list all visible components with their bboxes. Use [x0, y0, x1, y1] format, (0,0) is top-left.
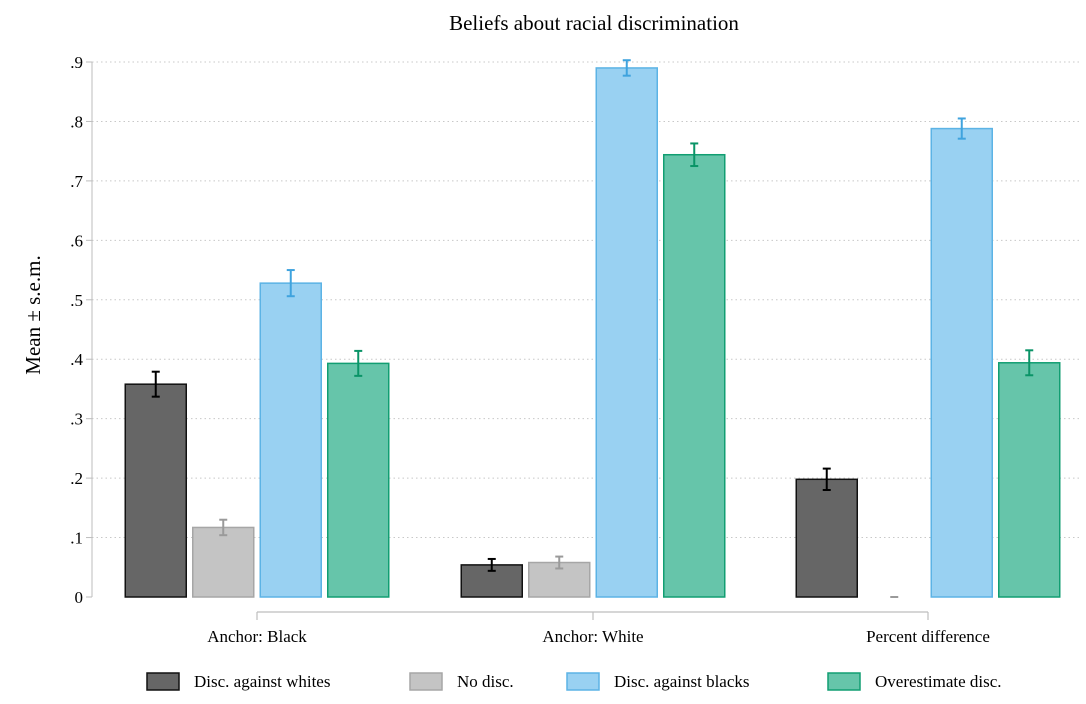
y-tick-label: .7 — [70, 172, 83, 191]
y-tick-label: .8 — [70, 112, 83, 131]
y-tick-label: 0 — [75, 588, 84, 607]
y-tick-label: .3 — [70, 410, 83, 429]
y-tick-label: .1 — [70, 529, 83, 548]
legend-item: Disc. against whites — [146, 672, 330, 691]
legend-label: No disc. — [457, 672, 514, 691]
bar — [998, 362, 1061, 598]
error-bar — [286, 269, 295, 298]
bar — [795, 478, 858, 598]
error-bar — [622, 59, 631, 77]
error-bar — [151, 370, 160, 398]
x-axis: Anchor: Black Anchor: White Percent differ… — [207, 611, 990, 646]
legend-swatch — [146, 672, 180, 691]
y-tick-label: .2 — [70, 469, 83, 488]
legend-item: No disc. — [409, 672, 514, 691]
y-tick-label: .6 — [70, 231, 83, 250]
bar — [259, 282, 322, 598]
bar — [192, 526, 255, 598]
error-bar — [354, 349, 363, 377]
bars — [124, 59, 1061, 598]
y-axis: 0 .1 .2 .3 .4 .5 .6 .7 .8 .9 — [70, 53, 93, 607]
error-bar — [219, 518, 228, 537]
legend-item: Disc. against blacks — [566, 672, 750, 691]
legend-label: Overestimate disc. — [875, 672, 1002, 691]
legend-swatch — [409, 672, 443, 691]
y-tick-label: .5 — [70, 291, 83, 310]
chart-title: Beliefs about racial discrimination — [449, 11, 739, 35]
y-axis-label: Mean ± s.e.m. — [21, 255, 45, 374]
y-tick-label: .4 — [70, 350, 83, 369]
x-tick-label: Percent difference — [866, 627, 990, 646]
legend-swatch — [827, 672, 861, 691]
x-tick-label: Anchor: White — [542, 627, 643, 646]
legend-label: Disc. against whites — [194, 672, 330, 691]
y-tick-label: .9 — [70, 53, 83, 72]
bar — [930, 127, 993, 598]
error-bar — [487, 557, 496, 572]
bar — [663, 153, 726, 598]
error-bar — [690, 142, 699, 168]
legend: Disc. against whites No disc. Disc. agains… — [146, 672, 1002, 691]
bar — [124, 383, 187, 598]
error-bar — [555, 555, 564, 570]
x-tick-label: Anchor: Black — [207, 627, 307, 646]
bar — [327, 362, 390, 598]
legend-item: Overestimate disc. — [827, 672, 1002, 691]
error-bar — [822, 467, 831, 491]
bar — [595, 67, 658, 598]
legend-swatch — [566, 672, 600, 691]
error-bar — [957, 117, 966, 140]
legend-label: Disc. against blacks — [614, 672, 750, 691]
error-bar — [1025, 349, 1034, 377]
